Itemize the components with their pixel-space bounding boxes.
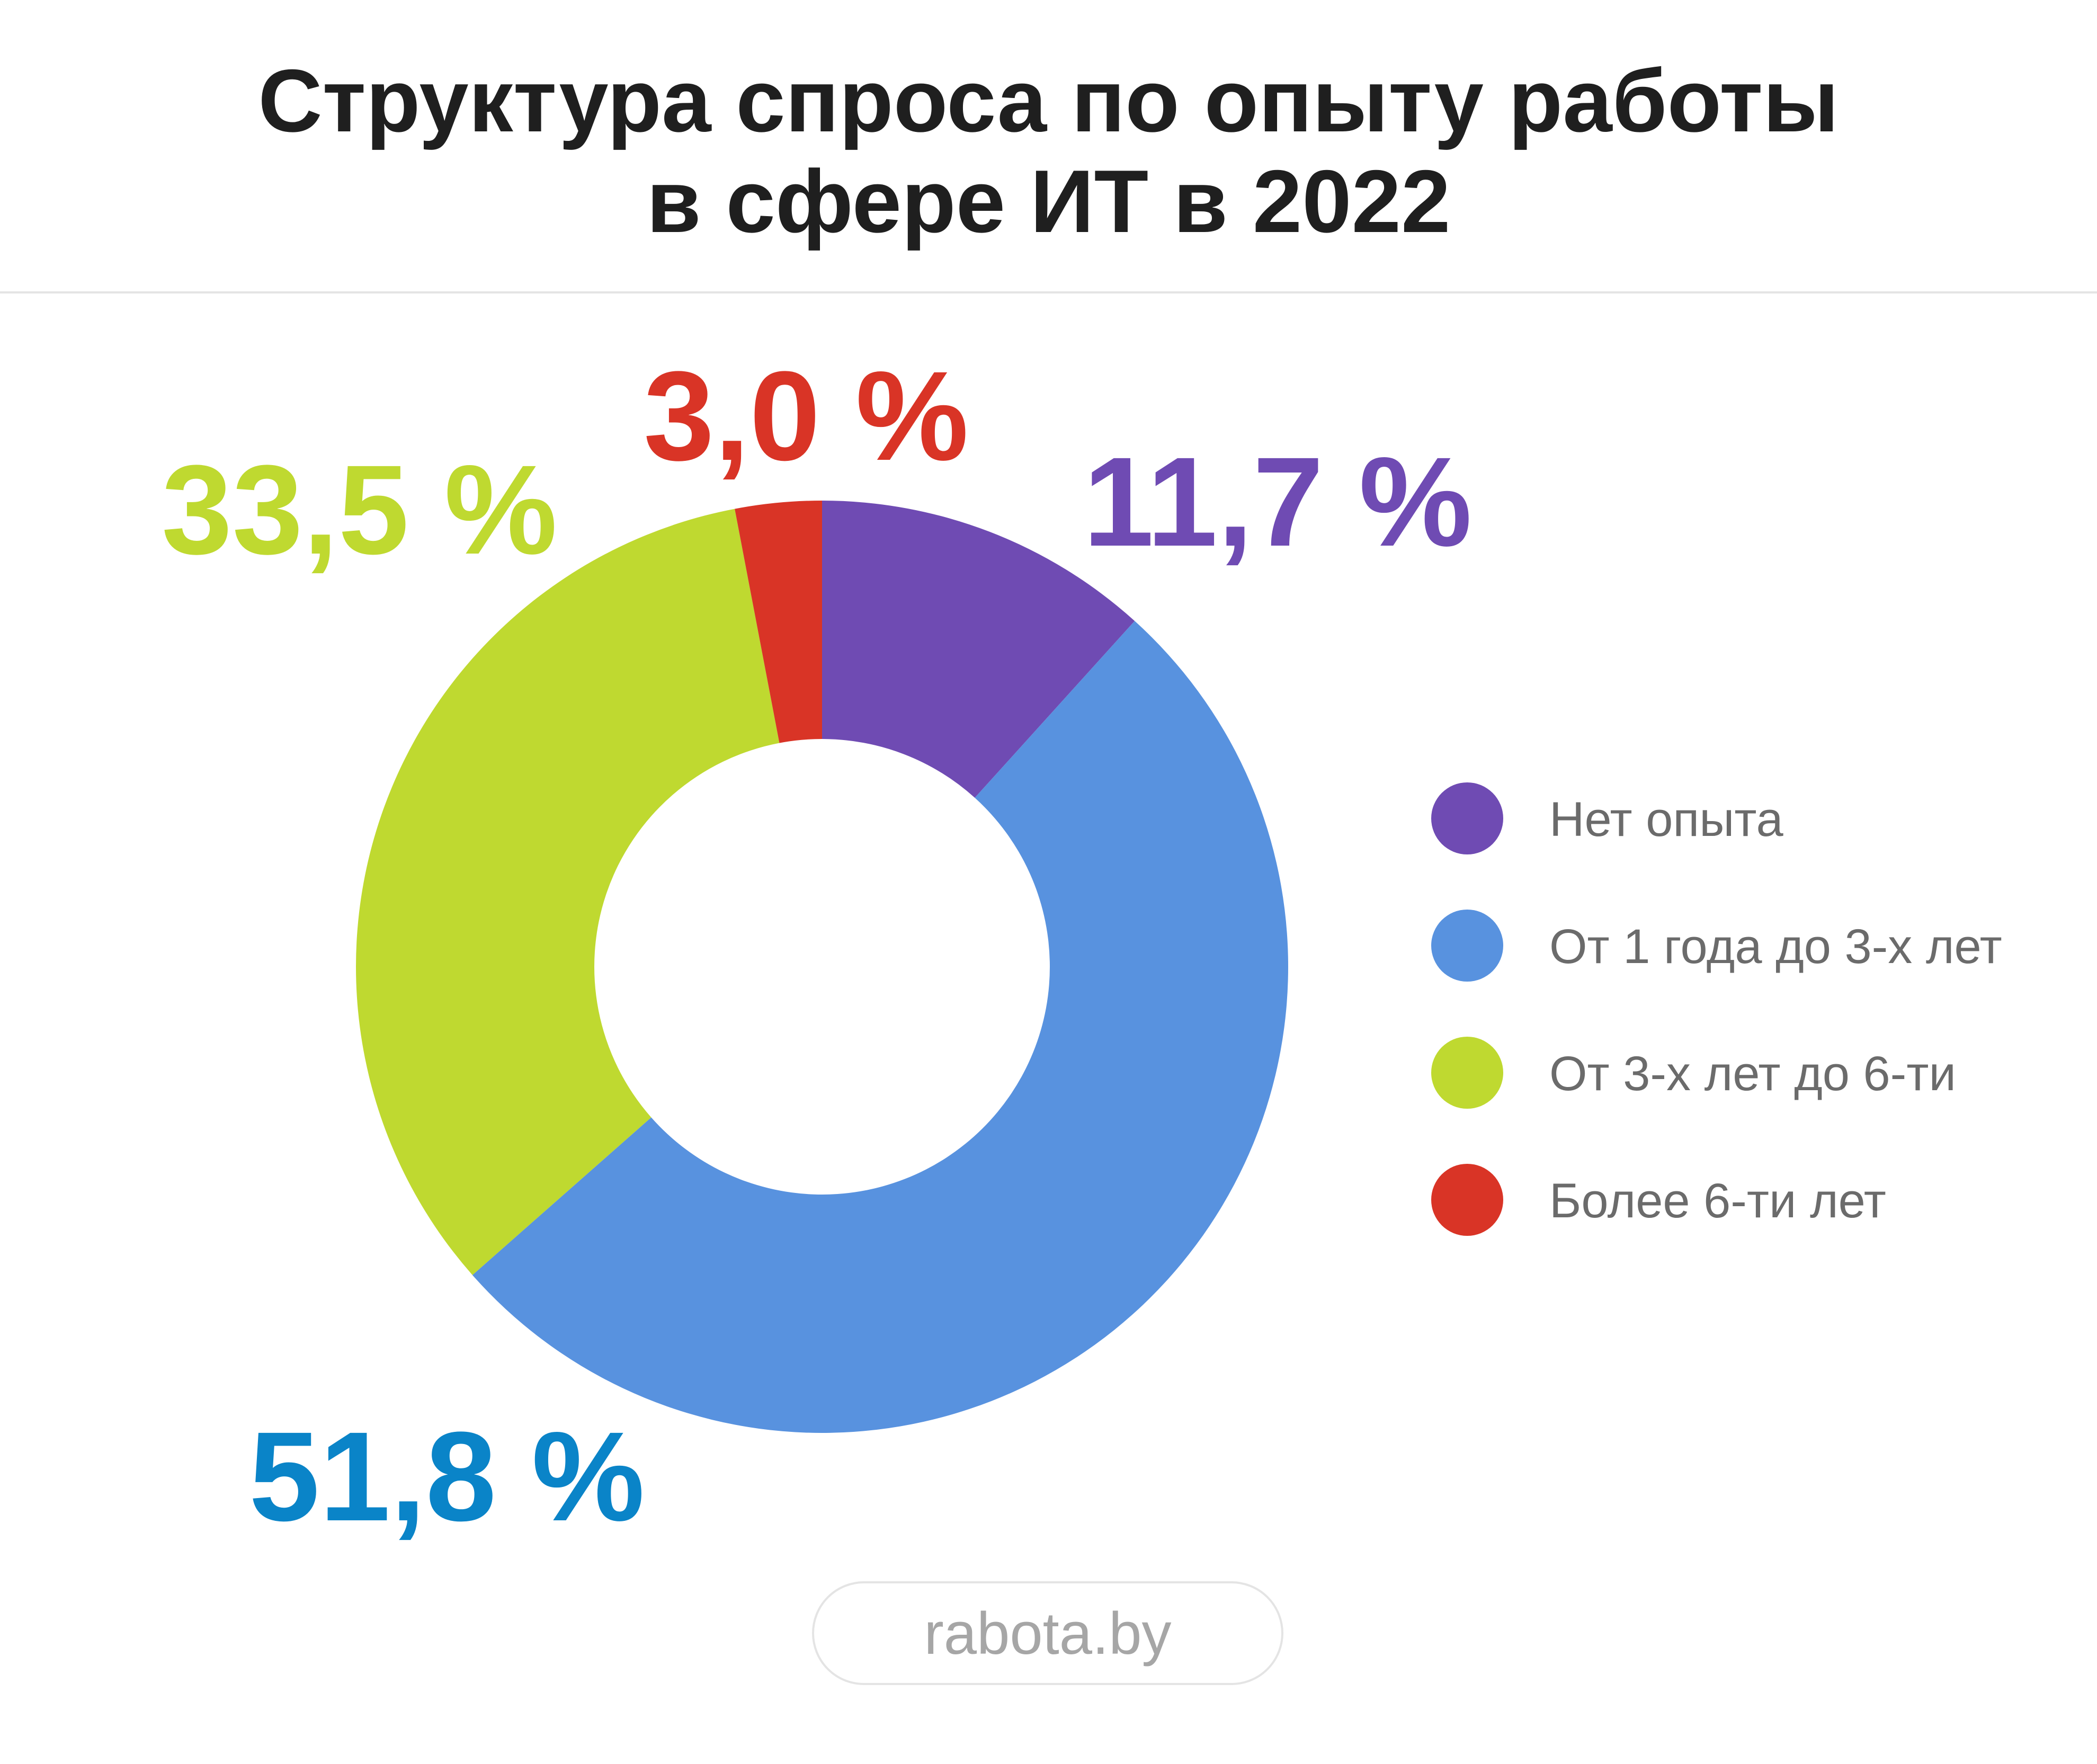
title-divider [0,291,2097,293]
legend-marker-3-to-6-years [1431,1037,1503,1109]
value-label-over-6-years: 3,0 % [644,345,969,487]
legend-label-3-to-6-years: От 3-х лет до 6-ти [1549,1047,1956,1101]
source-badge: rabota.by [812,1581,1283,1685]
chart-title: Структура спроса по опыту работы в сфере… [0,50,2097,252]
chart-title-line-1: Структура спроса по опыту работы [258,51,1839,150]
chart-title-line-2: в сфере ИТ в 2022 [646,152,1451,251]
slice-3-to-6-years [356,509,780,1275]
legend-label-1-to-3-years: От 1 года до 3-х лет [1549,920,2002,974]
slice-no-experience [822,501,1135,798]
slice-over-6-years [735,501,822,743]
value-label-1-to-3-years: 51,8 % [249,1405,645,1547]
legend-label-over-6-years: Более 6-ти лет [1549,1174,1886,1228]
legend-marker-1-to-3-years [1431,910,1503,982]
legend: Нет опыта От 1 года до 3-х лет От 3-х ле… [1431,782,2002,1236]
value-label-3-to-6-years: 33,5 % [162,439,557,581]
legend-label-no-experience: Нет опыта [1549,792,1783,847]
donut-slices [356,501,1289,1433]
legend-marker-over-6-years [1431,1164,1503,1236]
value-label-no-experience: 11,7 % [1083,431,1472,573]
slice-1-to-3-years [472,621,1289,1433]
legend-marker-no-experience [1431,782,1503,854]
